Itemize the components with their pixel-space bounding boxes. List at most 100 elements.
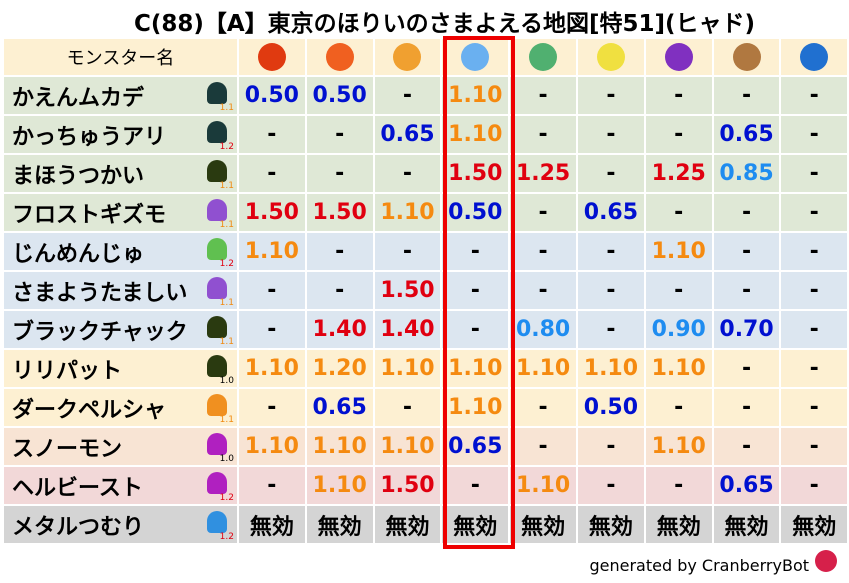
resistance-value: - <box>713 194 780 231</box>
cranberry-bot-logo-icon <box>815 550 837 572</box>
resistance-value: - <box>713 428 780 465</box>
element-header <box>645 39 712 75</box>
resistance-value: - <box>645 77 712 114</box>
monster-level: 1.2 <box>219 532 234 542</box>
monster-name-cell: かっちゅうアリ 1.2 <box>4 116 237 153</box>
resistance-value: 1.10 <box>374 350 441 387</box>
monster-level: 1.0 <box>219 376 234 386</box>
resistance-value: - <box>578 272 644 309</box>
resistance-value: 1.25 <box>645 155 712 192</box>
monster-name-cell: フロストギズモ 1.1 <box>4 194 237 231</box>
resistance-value: - <box>238 272 305 309</box>
monster-name: スノーモン <box>12 436 123 462</box>
resistance-value: 1.10 <box>578 350 644 387</box>
resistance-value: - <box>645 389 712 426</box>
monster-name-cell: ブラックチャック 1.1 <box>4 311 237 348</box>
paw-icon <box>206 394 227 416</box>
dark-icon <box>664 43 693 71</box>
monster-level: 1.2 <box>219 493 234 503</box>
trident-icon <box>206 433 227 455</box>
resistance-value: 1.10 <box>442 350 509 387</box>
resistance-value: 1.10 <box>510 467 576 504</box>
resistance-value: - <box>306 233 373 270</box>
resistance-value: - <box>713 272 780 309</box>
resistance-value: - <box>713 233 780 270</box>
table-row: スノーモン 1.0 1.10 1.10 1.10 0.65- -1.10- - <box>4 428 847 465</box>
monster-name: ヘルビースト <box>12 475 143 501</box>
resistance-value: - <box>442 311 509 348</box>
monster-name-cell: スノーモン 1.0 <box>4 428 237 465</box>
resistance-value: 無効 <box>510 506 576 543</box>
resistance-value: 1.50 <box>306 194 373 231</box>
monster-name: フロストギズモ <box>12 202 167 228</box>
resistance-value: 1.10 <box>374 194 441 231</box>
resistance-value: - <box>713 77 780 114</box>
element-header <box>578 39 644 75</box>
resistance-value: - <box>578 116 644 153</box>
resistance-value: 0.85 <box>713 155 780 192</box>
monster-level: 1.1 <box>219 337 234 347</box>
resistance-value: - <box>781 116 847 153</box>
wind-icon <box>529 43 558 71</box>
resistance-value: 1.10 <box>645 428 712 465</box>
element-header <box>510 39 576 75</box>
table-row: ヘルビースト 1.2-1.10 1.50-1.10- -0.65- <box>4 467 847 504</box>
resistance-value: - <box>578 467 644 504</box>
resistance-value: - <box>578 428 644 465</box>
monster-level: 1.2 <box>219 259 234 269</box>
resistance-value: 無効 <box>781 506 847 543</box>
flame-icon <box>325 43 354 71</box>
resistance-value: 1.10 <box>645 233 712 270</box>
trident-icon <box>206 472 227 494</box>
table-row: リリパット 1.0 1.10 1.20 1.10 1.10 1.10 1.10 1.10- - <box>4 350 847 387</box>
resistance-value: - <box>578 233 644 270</box>
element-header <box>781 39 847 75</box>
resistance-table: モンスター名 かえんムカデ 1.1 0.50 0.50-1.10- - - - - かっちゅうア… <box>2 37 849 545</box>
monster-level: 1.1 <box>219 103 234 113</box>
resistance-value: 0.65 <box>578 194 644 231</box>
resistance-value: 0.50 <box>238 77 305 114</box>
monster-name-cell: さまようたましい 1.1 <box>4 272 237 309</box>
resistance-value: - <box>374 77 441 114</box>
resistance-value: 無効 <box>238 506 305 543</box>
table-row: かっちゅうアリ 1.2- -0.65 1.10- - -0.65- <box>4 116 847 153</box>
resistance-value: - <box>578 155 644 192</box>
monster-level: 1.1 <box>219 181 234 191</box>
monster-name: メタルつむり <box>12 514 145 540</box>
resistance-value: 1.50 <box>374 467 441 504</box>
resistance-value: 0.70 <box>713 311 780 348</box>
element-header <box>713 39 780 75</box>
resistance-value: 0.65 <box>306 389 373 426</box>
monster-name: さまようたましい <box>12 280 188 306</box>
resistance-value: - <box>781 194 847 231</box>
resistance-value: 1.25 <box>510 155 576 192</box>
resistance-value: 1.40 <box>374 311 441 348</box>
resistance-value: - <box>781 467 847 504</box>
monster-name: ブラックチャック <box>12 319 188 345</box>
explosion-icon <box>393 43 422 71</box>
resistance-value: - <box>306 155 373 192</box>
resistance-value: 1.10 <box>306 467 373 504</box>
resistance-value: - <box>442 272 509 309</box>
ghost-icon <box>206 316 227 338</box>
resistance-value: 1.50 <box>374 272 441 309</box>
light-icon <box>596 43 625 71</box>
name-column-header: モンスター名 <box>4 39 237 75</box>
resistance-value: - <box>238 311 305 348</box>
resistance-value: 無効 <box>578 506 644 543</box>
resistance-value: 1.10 <box>442 77 509 114</box>
resistance-value: - <box>781 311 847 348</box>
resistance-value: - <box>238 389 305 426</box>
resistance-value: 1.10 <box>238 233 305 270</box>
monster-name-cell: メタルつむり 1.2 <box>4 506 237 543</box>
resistance-value: - <box>781 233 847 270</box>
resistance-value: - <box>374 233 441 270</box>
table-row: ダークペルシャ 1.1-0.65-1.10-0.50- - - <box>4 389 847 426</box>
resistance-value: 無効 <box>645 506 712 543</box>
element-header <box>238 39 305 75</box>
monster-level: 1.1 <box>219 220 234 230</box>
gas-icon <box>206 277 227 299</box>
slime-icon <box>206 511 227 533</box>
monster-name: かえんムカデ <box>12 85 145 111</box>
resistance-value: - <box>645 116 712 153</box>
